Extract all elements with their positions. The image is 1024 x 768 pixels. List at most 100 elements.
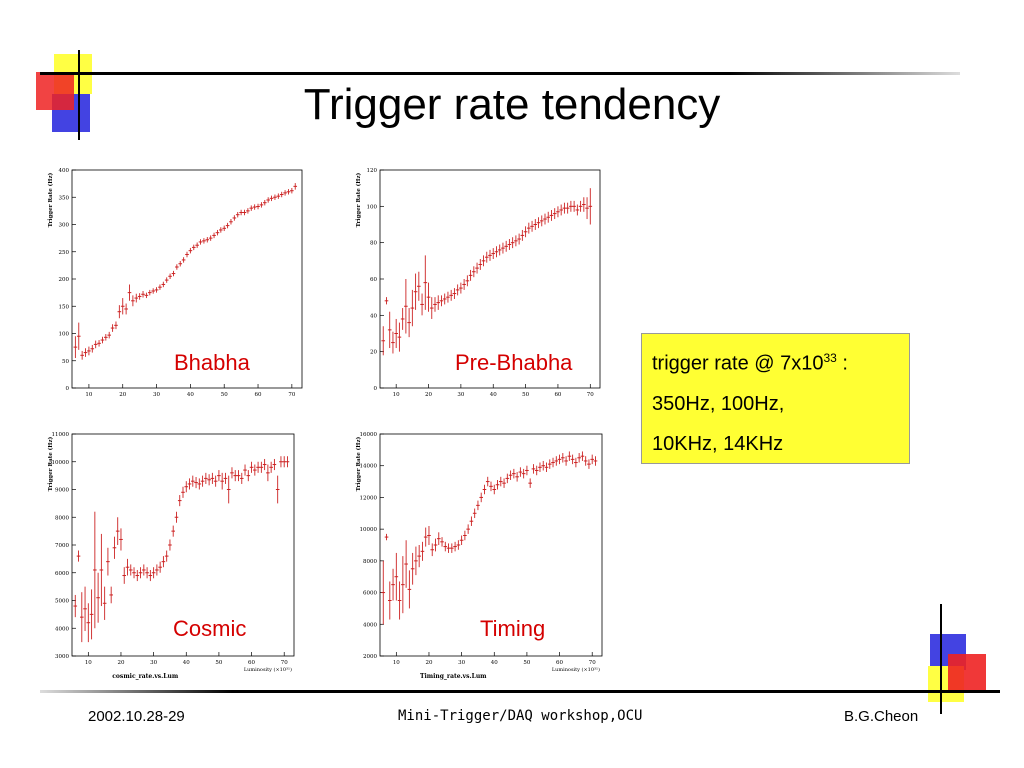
callout-exponent: 33: [823, 351, 837, 365]
data-point: [171, 525, 176, 537]
y-tick-label: 20: [370, 350, 377, 356]
data-point: [161, 556, 166, 568]
x-tick-label: 20: [117, 660, 124, 666]
data-point: [93, 340, 98, 349]
data-point: [381, 560, 386, 625]
data-point: [512, 468, 516, 479]
data-point: [520, 229, 525, 241]
data-point: [469, 516, 474, 526]
summary-callout: trigger rate @ 7x1033 : 350Hz, 100Hz, 10…: [641, 333, 910, 464]
title-rule: [40, 72, 960, 75]
data-point: [433, 538, 438, 552]
data-point: [138, 567, 143, 579]
data-point: [100, 336, 105, 344]
data-point: [249, 205, 254, 211]
data-point: [158, 284, 162, 290]
data-point: [259, 461, 264, 473]
data-point: [507, 239, 512, 250]
data-point: [541, 460, 546, 471]
data-point: [384, 533, 389, 541]
y-tick-label: 8000: [55, 515, 69, 521]
y-tick-label: 0: [66, 386, 70, 392]
y-tick-label: 300: [59, 223, 70, 229]
y-tick-label: 50: [62, 359, 69, 365]
callout-line-2: 350Hz, 100Hz,: [652, 392, 785, 415]
data-point: [185, 251, 189, 258]
data-point: [161, 281, 166, 288]
x-tick-label: 60: [554, 392, 561, 398]
data-point: [546, 211, 551, 223]
data-point: [523, 226, 528, 238]
data-point: [83, 586, 87, 632]
data-point: [87, 346, 91, 356]
data-point: [112, 536, 117, 559]
x-axis-label: Luminosity (×10³¹): [552, 666, 600, 673]
data-point: [109, 586, 113, 604]
y-tick-label: 6000: [363, 591, 377, 597]
data-point: [175, 264, 179, 270]
data-point: [249, 461, 254, 473]
data-point: [462, 279, 466, 290]
data-point: [122, 567, 127, 584]
chart-bhabha: 0 50 100 150 200 250 300 350 400 10 20 30 40 50 60 70 Tr…: [47, 168, 303, 398]
data-point: [494, 246, 499, 258]
data-point: [178, 261, 183, 267]
data-point: [407, 570, 412, 609]
data-point: [543, 213, 547, 225]
data-point: [449, 289, 453, 301]
data-point: [502, 478, 506, 488]
data-point: [436, 295, 441, 310]
data-point: [465, 275, 470, 287]
data-point: [158, 561, 162, 573]
data-point: [536, 217, 541, 229]
data-point: [232, 215, 237, 221]
data-point: [588, 188, 593, 225]
data-point: [239, 209, 243, 216]
data-point: [164, 550, 169, 562]
data-point: [202, 238, 206, 244]
x-tick-label: 10: [85, 660, 92, 666]
data-point: [282, 456, 287, 468]
data-point: [230, 467, 234, 479]
data-point: [564, 456, 568, 466]
data-point: [585, 197, 589, 220]
callout-line-1-tail: :: [836, 352, 848, 375]
footer-author: B.G.Cheon: [844, 708, 919, 725]
data-point: [391, 331, 395, 354]
plot-frame: [71, 433, 295, 657]
plot-frame: [379, 169, 601, 389]
data-point: [290, 187, 294, 194]
y-tick-label: 10000: [52, 460, 70, 466]
data-point: [124, 303, 128, 315]
callout-line-1-main: trigger rate @ 7x10: [652, 352, 824, 375]
data-point: [578, 200, 583, 212]
y-tick-label: 40: [370, 313, 377, 319]
plot-frame: [379, 433, 603, 657]
data-point: [283, 190, 287, 196]
data-point: [565, 202, 570, 214]
data-point: [572, 200, 576, 212]
data-point: [210, 472, 215, 484]
data-point: [426, 282, 431, 312]
data-point: [144, 292, 149, 299]
data-point: [276, 193, 281, 199]
data-point: [119, 528, 123, 551]
data-point: [226, 475, 231, 504]
chart-panel-bhabha: 0 50 100 150 200 250 300 350 400 10 20 30 40 50 60 70 Tr…: [40, 160, 310, 400]
data-point: [472, 266, 476, 278]
data-point: [420, 541, 425, 561]
data-point: [517, 233, 521, 245]
data-point: [510, 237, 515, 249]
data-point: [187, 478, 192, 490]
data-point: [236, 470, 241, 482]
data-point: [387, 581, 392, 620]
data-point: [492, 484, 497, 495]
data-point: [439, 295, 444, 307]
data-point: [262, 458, 267, 471]
data-point: [554, 456, 559, 466]
data-point: [266, 464, 270, 482]
y-tick-label: 6000: [55, 571, 69, 577]
data-point: [485, 476, 490, 487]
data-point: [208, 235, 213, 241]
data-point: [120, 298, 125, 315]
